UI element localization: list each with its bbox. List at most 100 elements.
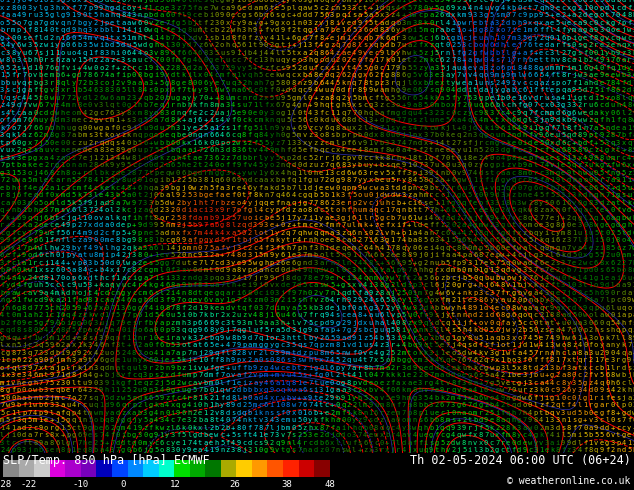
Text: y: y bbox=[115, 177, 120, 183]
Text: 0: 0 bbox=[60, 140, 65, 146]
Text: 9: 9 bbox=[6, 245, 10, 251]
Text: 7: 7 bbox=[611, 57, 615, 63]
Text: s: s bbox=[292, 432, 295, 438]
Text: 0: 0 bbox=[280, 222, 285, 228]
Text: 4: 4 bbox=[127, 12, 131, 18]
Text: j: j bbox=[489, 87, 494, 93]
Text: v: v bbox=[319, 290, 323, 295]
Text: a: a bbox=[39, 147, 42, 153]
Text: 4: 4 bbox=[396, 12, 400, 18]
Text: d: d bbox=[500, 147, 505, 153]
Text: 6: 6 bbox=[391, 260, 395, 266]
Text: c: c bbox=[6, 357, 10, 363]
Text: k: k bbox=[506, 140, 510, 146]
Text: 5: 5 bbox=[77, 34, 81, 41]
Text: g: g bbox=[358, 72, 362, 78]
Text: 5: 5 bbox=[633, 57, 634, 63]
Text: t: t bbox=[555, 282, 560, 288]
Text: l: l bbox=[60, 440, 65, 446]
Text: h: h bbox=[522, 132, 527, 138]
Text: 4: 4 bbox=[489, 305, 494, 311]
Text: c: c bbox=[16, 110, 21, 116]
Text: c: c bbox=[456, 110, 461, 116]
Text: 0: 0 bbox=[226, 12, 230, 18]
Text: q: q bbox=[462, 207, 466, 213]
Text: 8: 8 bbox=[99, 147, 103, 153]
Text: g: g bbox=[148, 207, 153, 213]
Text: 9: 9 bbox=[286, 65, 290, 71]
Text: 2: 2 bbox=[60, 305, 65, 311]
Text: v: v bbox=[115, 282, 120, 288]
Text: f: f bbox=[605, 410, 609, 416]
Text: p: p bbox=[236, 207, 241, 213]
Text: 0: 0 bbox=[204, 95, 208, 100]
Text: 4: 4 bbox=[193, 57, 197, 63]
Text: 3: 3 bbox=[489, 110, 494, 116]
Text: j: j bbox=[473, 425, 477, 431]
Text: 8: 8 bbox=[154, 215, 158, 220]
Text: i: i bbox=[132, 215, 136, 220]
Text: 3: 3 bbox=[66, 117, 70, 123]
Text: 6: 6 bbox=[148, 395, 153, 401]
Text: 0: 0 bbox=[204, 357, 208, 363]
Text: 3: 3 bbox=[418, 335, 422, 341]
Text: m: m bbox=[72, 117, 75, 123]
Text: i: i bbox=[545, 230, 549, 236]
Text: n: n bbox=[347, 260, 351, 266]
Text: 9: 9 bbox=[396, 395, 400, 401]
Text: 3: 3 bbox=[93, 132, 98, 138]
Text: s: s bbox=[44, 447, 48, 453]
Text: 4: 4 bbox=[82, 65, 87, 71]
Text: i: i bbox=[253, 410, 257, 416]
Text: v: v bbox=[165, 252, 169, 258]
Text: 3: 3 bbox=[401, 192, 406, 198]
Text: h: h bbox=[308, 425, 313, 431]
Text: f: f bbox=[11, 417, 15, 423]
Text: 7: 7 bbox=[236, 215, 241, 220]
Text: 9: 9 bbox=[214, 319, 219, 326]
Text: 3: 3 bbox=[204, 282, 208, 288]
Text: g: g bbox=[269, 79, 274, 86]
Text: d: d bbox=[462, 350, 466, 356]
Text: b: b bbox=[181, 102, 186, 108]
Text: 2: 2 bbox=[451, 297, 455, 303]
Text: z: z bbox=[363, 447, 367, 453]
Text: 6: 6 bbox=[204, 79, 208, 86]
Text: w: w bbox=[627, 215, 631, 220]
Text: 2: 2 bbox=[44, 185, 48, 191]
Text: d: d bbox=[204, 372, 208, 378]
Text: n: n bbox=[308, 237, 313, 243]
Text: u: u bbox=[347, 222, 351, 228]
Text: c: c bbox=[517, 177, 521, 183]
Text: 4: 4 bbox=[292, 192, 295, 198]
Text: n: n bbox=[401, 207, 406, 213]
Text: 1: 1 bbox=[330, 192, 334, 198]
Text: x: x bbox=[27, 140, 32, 146]
Text: 3: 3 bbox=[418, 380, 422, 386]
Text: +: + bbox=[440, 207, 444, 213]
Text: f: f bbox=[522, 357, 527, 363]
Text: k: k bbox=[522, 207, 527, 213]
Text: z: z bbox=[594, 245, 598, 251]
Text: f: f bbox=[347, 192, 351, 198]
Text: 9: 9 bbox=[627, 282, 631, 288]
Text: z: z bbox=[545, 79, 549, 86]
Text: t: t bbox=[479, 0, 482, 3]
Text: 9: 9 bbox=[214, 447, 219, 453]
Text: c: c bbox=[633, 237, 634, 243]
Text: 9: 9 bbox=[66, 245, 70, 251]
Text: 5: 5 bbox=[341, 4, 346, 10]
Text: 3: 3 bbox=[193, 335, 197, 341]
Text: c: c bbox=[259, 402, 262, 408]
Text: f: f bbox=[236, 365, 241, 371]
Text: m: m bbox=[512, 34, 515, 41]
Text: g: g bbox=[72, 319, 75, 326]
Text: f: f bbox=[302, 177, 307, 183]
Text: d: d bbox=[418, 140, 422, 146]
Text: 6: 6 bbox=[495, 327, 499, 333]
Text: 1: 1 bbox=[567, 154, 571, 161]
Text: q: q bbox=[555, 402, 560, 408]
Text: 6: 6 bbox=[418, 245, 422, 251]
Text: 6: 6 bbox=[605, 372, 609, 378]
Text: 3: 3 bbox=[22, 447, 26, 453]
